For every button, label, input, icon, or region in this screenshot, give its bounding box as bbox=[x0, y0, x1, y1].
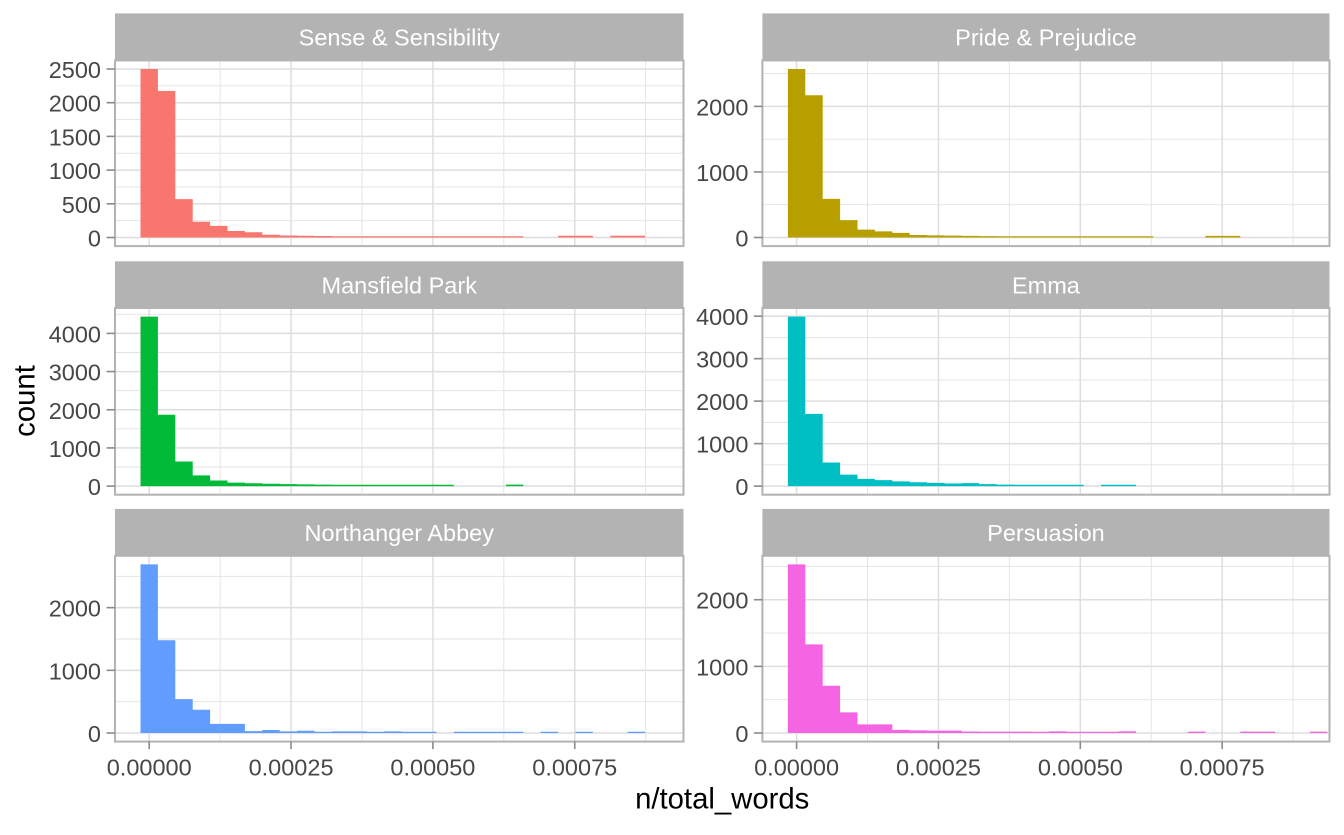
svg-text:1000: 1000 bbox=[696, 654, 748, 680]
svg-text:1000: 1000 bbox=[49, 158, 101, 184]
svg-text:2000: 2000 bbox=[696, 588, 748, 614]
svg-text:2000: 2000 bbox=[49, 398, 101, 424]
svg-text:0.00025: 0.00025 bbox=[896, 755, 981, 781]
svg-text:Sense & Sensibility: Sense & Sensibility bbox=[299, 25, 500, 51]
svg-text:Pride & Prejudice: Pride & Prejudice bbox=[955, 25, 1137, 51]
svg-text:4000: 4000 bbox=[696, 304, 748, 330]
svg-text:3000: 3000 bbox=[49, 360, 101, 386]
svg-text:0: 0 bbox=[88, 721, 101, 747]
svg-text:3000: 3000 bbox=[696, 347, 748, 373]
svg-text:count: count bbox=[9, 365, 42, 437]
svg-text:0: 0 bbox=[88, 474, 101, 500]
svg-text:0.00075: 0.00075 bbox=[1180, 755, 1265, 781]
svg-text:0.00000: 0.00000 bbox=[107, 755, 192, 781]
svg-text:0: 0 bbox=[735, 226, 748, 252]
svg-text:4000: 4000 bbox=[49, 321, 101, 347]
svg-text:n/total_words: n/total_words bbox=[635, 783, 809, 816]
svg-text:2000: 2000 bbox=[49, 596, 101, 622]
svg-text:0.00025: 0.00025 bbox=[249, 755, 334, 781]
svg-text:1000: 1000 bbox=[696, 432, 748, 458]
svg-text:0: 0 bbox=[88, 226, 101, 252]
svg-text:2000: 2000 bbox=[696, 94, 748, 120]
svg-text:0: 0 bbox=[735, 721, 748, 747]
svg-text:1500: 1500 bbox=[49, 124, 101, 150]
svg-text:0: 0 bbox=[735, 474, 748, 500]
svg-text:Persuasion: Persuasion bbox=[987, 520, 1105, 546]
svg-text:0.00050: 0.00050 bbox=[390, 755, 475, 781]
svg-text:1000: 1000 bbox=[696, 160, 748, 186]
svg-text:0.00050: 0.00050 bbox=[1038, 755, 1123, 781]
svg-text:0.00075: 0.00075 bbox=[532, 755, 617, 781]
svg-text:2500: 2500 bbox=[49, 57, 101, 83]
svg-text:2000: 2000 bbox=[696, 389, 748, 415]
svg-text:1000: 1000 bbox=[49, 658, 101, 684]
svg-text:2000: 2000 bbox=[49, 91, 101, 117]
svg-text:0.00000: 0.00000 bbox=[754, 755, 839, 781]
svg-text:Emma: Emma bbox=[1012, 272, 1081, 298]
svg-text:Northanger Abbey: Northanger Abbey bbox=[305, 520, 495, 546]
svg-text:Mansfield Park: Mansfield Park bbox=[322, 272, 478, 298]
svg-text:1000: 1000 bbox=[49, 436, 101, 462]
svg-text:500: 500 bbox=[62, 192, 101, 218]
